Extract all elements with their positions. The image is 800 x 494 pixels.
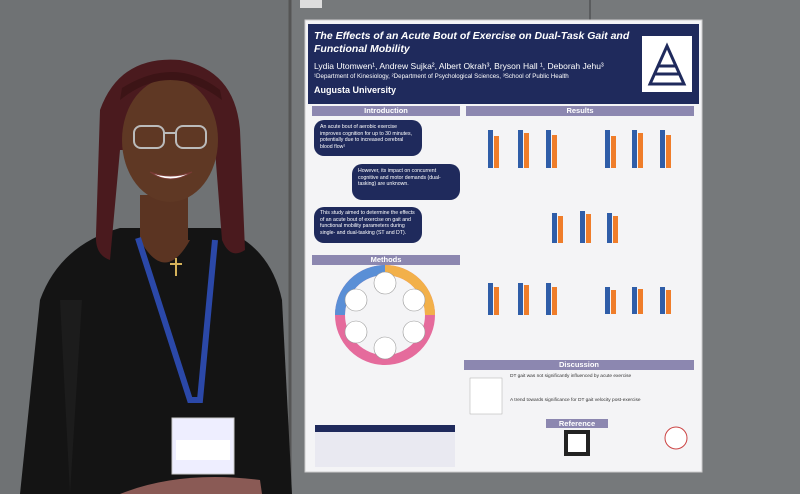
- intro-bubble: [314, 120, 422, 156]
- section-header: [312, 255, 460, 265]
- glasses: [133, 125, 165, 149]
- skirt: [120, 477, 262, 494]
- shirt-fold: [60, 300, 82, 494]
- neckline: [140, 240, 190, 263]
- section-header: [312, 106, 460, 116]
- result-charts: [488, 130, 671, 315]
- poster-affiliations: ¹Department of Kinesiology, ²Department …: [314, 73, 569, 80]
- section-title: Methods: [370, 255, 402, 264]
- hairline: [120, 71, 222, 100]
- table-header: [315, 425, 455, 432]
- poster-institution: Augusta University: [314, 85, 397, 95]
- methods-icons: [344, 271, 426, 360]
- section-header: [546, 419, 608, 428]
- poster-title: The Effects of an Acute Bout of Exercise…: [314, 30, 630, 55]
- cross-necklace: [170, 258, 182, 276]
- face: [122, 78, 218, 202]
- section-title: Results: [566, 106, 594, 115]
- section-header: [466, 106, 694, 116]
- neck: [140, 195, 188, 240]
- methods-wheel: [335, 265, 386, 316]
- poster-header: [308, 24, 699, 104]
- intro-bubble: [314, 207, 422, 243]
- section-title: Introduction: [364, 106, 408, 115]
- glasses: [175, 125, 207, 149]
- intro-text: However, its impact on concurrent cognit…: [358, 168, 441, 187]
- pin-tag: [300, 0, 322, 8]
- section-header: [464, 360, 694, 370]
- university-logo: [647, 42, 687, 86]
- discussion-text: A trend towards significance for DT gait…: [510, 398, 641, 403]
- lanyard: [135, 237, 218, 403]
- discussion-icon: [469, 377, 503, 415]
- discussion-text: DT gait was not significantly influenced…: [510, 374, 632, 379]
- poster-seal: [664, 426, 688, 450]
- shirt: [20, 228, 292, 494]
- badge-card: [176, 440, 230, 460]
- qr-code-inner: [568, 434, 586, 452]
- poster-authors: Lydia Utomwen¹, Andrew Sujka², Albert Ok…: [314, 61, 604, 71]
- intro-text: This study aimed to determine the effect…: [320, 210, 415, 236]
- intro-bubble: [352, 164, 460, 200]
- methods-wheel: [384, 265, 435, 316]
- smile: [149, 171, 193, 180]
- section-title: Reference: [558, 419, 596, 428]
- section-title: Discussion: [558, 360, 599, 369]
- intro-text: An acute bout of aerobic exercise improv…: [320, 124, 412, 150]
